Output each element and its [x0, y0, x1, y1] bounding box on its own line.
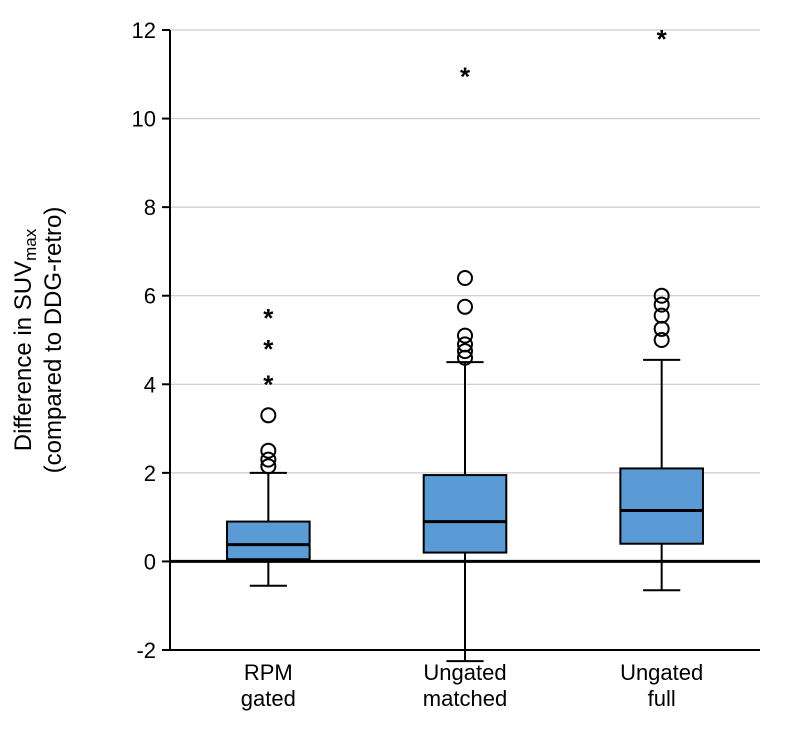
svg-text:Ungated: Ungated	[620, 660, 703, 685]
svg-text:full: full	[648, 686, 676, 711]
svg-text:RPM: RPM	[244, 660, 293, 685]
svg-text:10: 10	[132, 107, 156, 132]
svg-text:*: *	[263, 303, 274, 333]
svg-text:*: *	[657, 24, 668, 54]
svg-text:*: *	[460, 62, 471, 92]
svg-text:(compared to DDG-retro): (compared to DDG-retro)	[40, 207, 67, 474]
svg-text:Ungated: Ungated	[423, 660, 506, 685]
svg-text:*: *	[263, 369, 274, 399]
svg-text:0: 0	[144, 549, 156, 574]
svg-text:8: 8	[144, 195, 156, 220]
svg-text:matched: matched	[423, 686, 507, 711]
svg-text:*: *	[263, 334, 274, 364]
svg-text:-2: -2	[136, 638, 156, 663]
svg-text:6: 6	[144, 284, 156, 309]
svg-text:Difference in SUVmax: Difference in SUVmax	[10, 228, 40, 451]
svg-text:2: 2	[144, 461, 156, 486]
svg-text:4: 4	[144, 372, 156, 397]
svg-text:12: 12	[132, 18, 156, 43]
chart-svg: -2024681012*****RPMgatedUngatedmatchedUn…	[0, 0, 800, 749]
svg-text:gated: gated	[241, 686, 296, 711]
boxplot-chart: -2024681012*****RPMgatedUngatedmatchedUn…	[0, 0, 800, 749]
